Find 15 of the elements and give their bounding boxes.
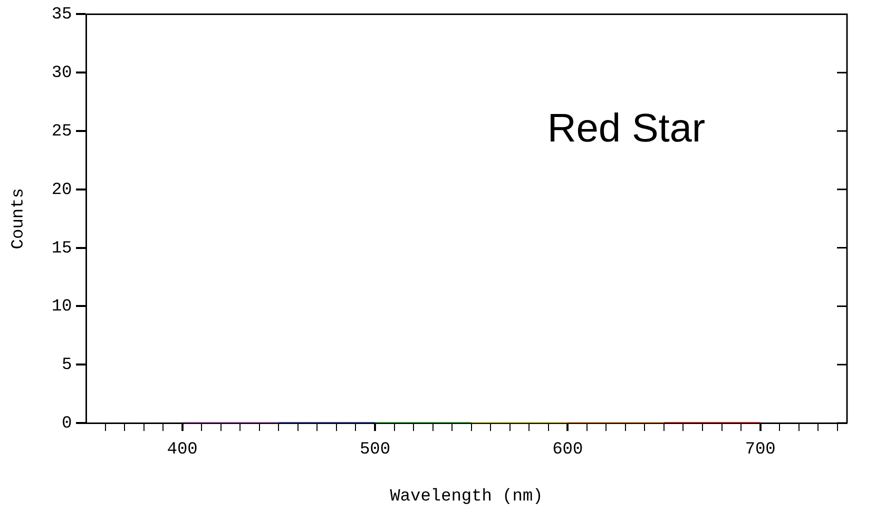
y-axis-title: Counts — [10, 188, 29, 250]
x-tick-label: 400 — [167, 440, 198, 460]
y-tick-label: 25 — [52, 122, 72, 142]
y-tick-label: 20 — [52, 180, 72, 200]
y-tick-label: 35 — [52, 6, 72, 25]
x-axis-title: Wavelength (nm) — [390, 487, 544, 506]
y-tick-label: 15 — [52, 239, 72, 258]
x-tick-label: 600 — [552, 440, 583, 460]
annotation: Red Star — [547, 106, 706, 151]
y-tick-label: 10 — [52, 298, 72, 317]
y-tick-label: 5 — [62, 356, 72, 376]
y-tick-label: 30 — [52, 64, 72, 84]
x-tick-label: 500 — [360, 440, 390, 460]
y-tick-label: 0 — [62, 414, 72, 434]
x-tick-label: 700 — [745, 440, 776, 460]
